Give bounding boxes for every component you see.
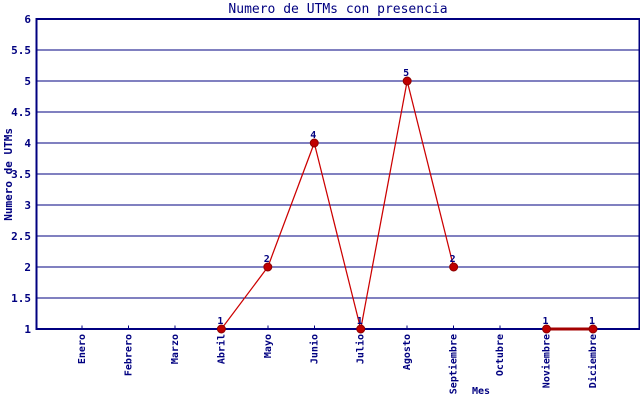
data-point-marker <box>356 324 366 334</box>
x-tick-label: Febrero <box>123 334 134 376</box>
data-point-label: 2 <box>264 254 270 265</box>
y-tick-label: 2 <box>24 261 31 274</box>
data-point-label: 1 <box>217 316 223 327</box>
data-point-marker <box>542 324 552 334</box>
x-tick-label: Julio <box>355 334 367 364</box>
x-axis-title: Mes <box>472 386 491 397</box>
series-line-segment <box>360 80 408 330</box>
y-tick-label: 4.5 <box>11 106 31 119</box>
chart-title: Numero de UTMs con presencia <box>228 2 448 17</box>
data-point-label: 4 <box>310 130 316 141</box>
data-point-label: 5 <box>403 68 409 79</box>
data-point-marker <box>309 138 319 148</box>
data-point-label: 1 <box>543 316 549 327</box>
x-tick-label: Noviembre <box>541 334 553 388</box>
series-line-segment <box>406 80 455 268</box>
data-point-marker <box>216 324 226 334</box>
data-point-label: 1 <box>589 316 595 327</box>
data-point-marker <box>402 76 412 86</box>
y-tick-label: 5 <box>24 75 31 88</box>
y-tick-label: 6 <box>24 13 31 26</box>
series-line-segment <box>313 142 362 330</box>
y-tick-label: 2.5 <box>11 230 31 243</box>
y-tick-label: 1 <box>24 323 31 336</box>
y-tick-label: 4 <box>24 137 31 150</box>
y-tick-label: 5.5 <box>11 44 31 57</box>
x-tick-label: Diciembre <box>587 334 599 388</box>
x-tick-label: Abril <box>215 334 227 364</box>
data-point-label: 2 <box>450 254 456 265</box>
x-tick-label: Marzo <box>170 334 181 364</box>
series-line-segment <box>220 266 269 330</box>
data-point-label: 1 <box>357 316 363 327</box>
y-tick-label: 3.5 <box>11 168 31 181</box>
data-point-marker <box>449 262 459 272</box>
x-tick-label: Mayo <box>263 334 274 358</box>
y-tick-label: 1.5 <box>11 292 31 305</box>
x-tick-label: Septiembre <box>448 334 460 394</box>
y-axis-title: Numero de UTMs <box>2 128 15 221</box>
x-tick-label: Octubre <box>495 334 506 376</box>
x-tick-label: Agosto <box>402 334 413 370</box>
x-tick-label: Junio <box>308 334 320 364</box>
data-point-marker <box>263 262 273 272</box>
data-point-marker <box>588 324 598 334</box>
series-line-segment <box>267 142 315 268</box>
x-tick-label: Enero <box>77 334 88 364</box>
y-tick-label: 3 <box>24 199 31 212</box>
